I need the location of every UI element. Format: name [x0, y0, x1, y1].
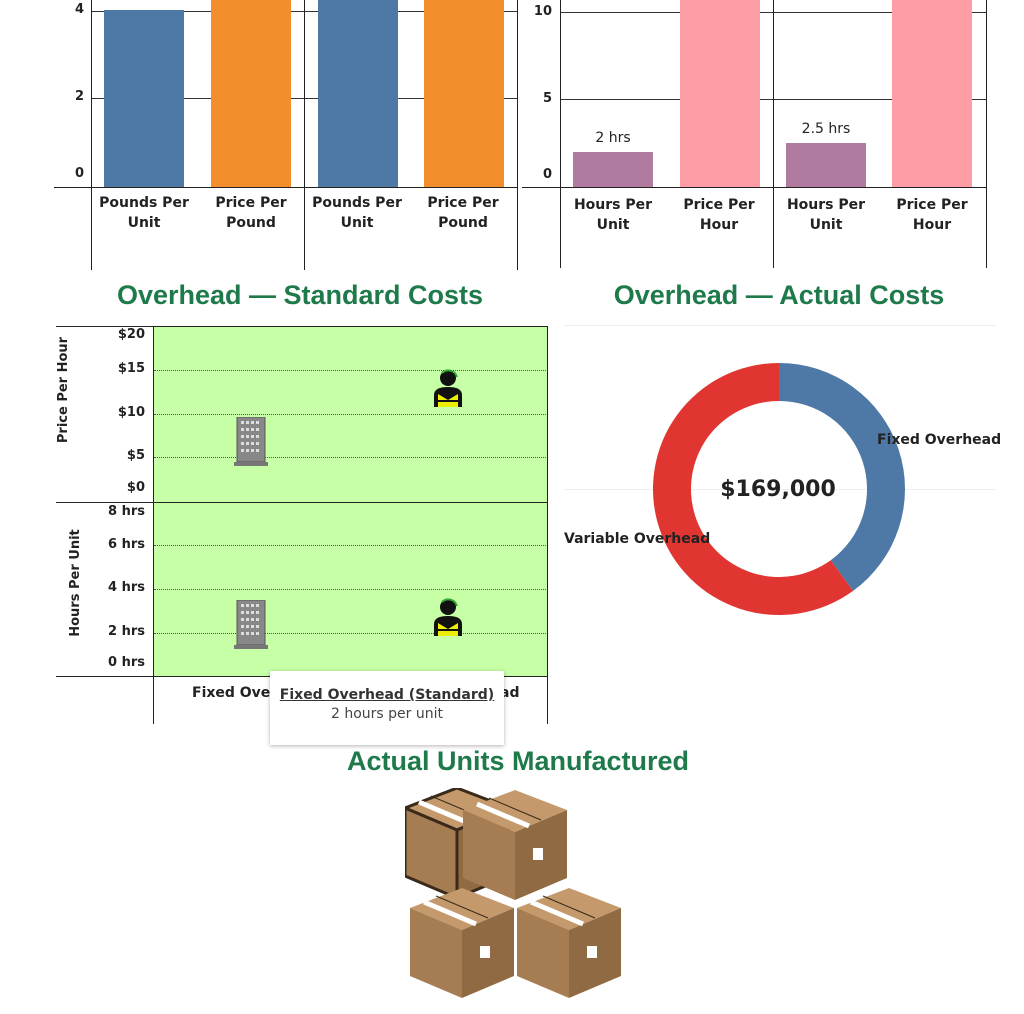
boxes-icon	[405, 788, 633, 1010]
bar[interactable]	[211, 0, 291, 187]
y-tick-label: 2 hrs	[108, 624, 145, 639]
tooltip-body: 2 hours per unit	[331, 706, 443, 722]
building-icon[interactable]	[234, 599, 268, 650]
y-axis	[560, 0, 561, 268]
y-tick-label: $5	[126, 448, 145, 463]
gridline	[154, 545, 546, 546]
x-category-label: Fixed Over	[192, 685, 278, 701]
category-label: Pounds Per Unit	[99, 195, 189, 231]
y-tick-label: 0 hrs	[108, 655, 145, 670]
y-tick-label: 2	[74, 89, 84, 104]
y-tick-label: 5	[542, 91, 552, 106]
bar[interactable]	[786, 143, 866, 187]
panel-divider	[517, 0, 518, 270]
overhead-standard-title: Overhead — Standard Costs	[116, 280, 484, 310]
category-label: Pounds Per Unit	[312, 195, 402, 231]
donut-slice[interactable]	[653, 363, 854, 615]
y-tick-label: $20	[117, 327, 145, 342]
bar[interactable]	[104, 10, 184, 187]
gridline	[154, 589, 546, 590]
x-category-label: ad	[500, 685, 520, 701]
bar[interactable]	[424, 0, 504, 187]
border	[56, 326, 547, 327]
y-axis	[91, 0, 92, 270]
gridline	[154, 633, 546, 634]
category-label: Price Per Pound	[427, 195, 499, 231]
donut-center-total: $169,000	[720, 477, 836, 502]
data-label: 2.5 hrs	[801, 121, 851, 138]
category-label: Hours Per Unit	[786, 197, 866, 233]
y-tick-label: 0	[74, 166, 84, 181]
y-axis	[153, 326, 154, 724]
overhead-actual-title: Overhead — Actual Costs	[613, 280, 945, 310]
plot-area	[153, 326, 547, 676]
divider	[564, 325, 996, 326]
worker-icon[interactable]	[430, 367, 466, 408]
divider	[564, 489, 996, 490]
y-tick-label: 0	[542, 167, 552, 182]
data-label: 4 lbs	[94, 0, 194, 4]
category-label: Price Per Hour	[683, 197, 755, 233]
data-label: 2 hrs	[595, 130, 631, 146]
gridline	[154, 370, 546, 371]
building-icon[interactable]	[234, 416, 268, 467]
category-label: Price Per Hour	[896, 197, 968, 233]
tooltip-title: Fixed Overhead (Standard)	[279, 687, 495, 703]
bar[interactable]	[573, 152, 653, 187]
y-tick-label: $0	[126, 480, 145, 495]
panel-divider	[986, 0, 987, 268]
y-tick-label: 6 hrs	[108, 537, 145, 552]
y-tick-label: 10	[533, 4, 552, 19]
x-axis	[54, 187, 518, 188]
slice-label: Variable Overhead	[564, 531, 711, 547]
bar[interactable]	[680, 0, 760, 187]
category-label: Hours Per Unit	[573, 197, 653, 233]
x-axis	[522, 187, 986, 188]
donut-chart	[653, 363, 905, 615]
category-label: Price Per Pound	[215, 195, 287, 231]
gridline	[154, 414, 546, 415]
gridline	[154, 457, 546, 458]
y-tick-label: 4 hrs	[108, 580, 145, 595]
units-title: Actual Units Manufactured	[346, 746, 690, 776]
y-tick-label: 4	[74, 2, 84, 17]
y-tick-label: $10	[117, 405, 145, 420]
panel-divider	[773, 0, 774, 268]
y-tick-label: 8 hrs	[108, 504, 145, 519]
tooltip: Fixed Overhead (Standard) 2 hours per un…	[270, 671, 504, 745]
slice-label: Fixed Overhead	[877, 432, 1002, 448]
bar[interactable]	[892, 0, 972, 187]
panel-divider	[304, 0, 305, 270]
panel-divider	[56, 502, 547, 503]
y-tick-label: $15	[117, 361, 145, 376]
donut-slice[interactable]	[779, 363, 905, 591]
bar[interactable]	[318, 0, 398, 187]
worker-icon[interactable]	[430, 596, 466, 637]
border	[547, 326, 548, 724]
